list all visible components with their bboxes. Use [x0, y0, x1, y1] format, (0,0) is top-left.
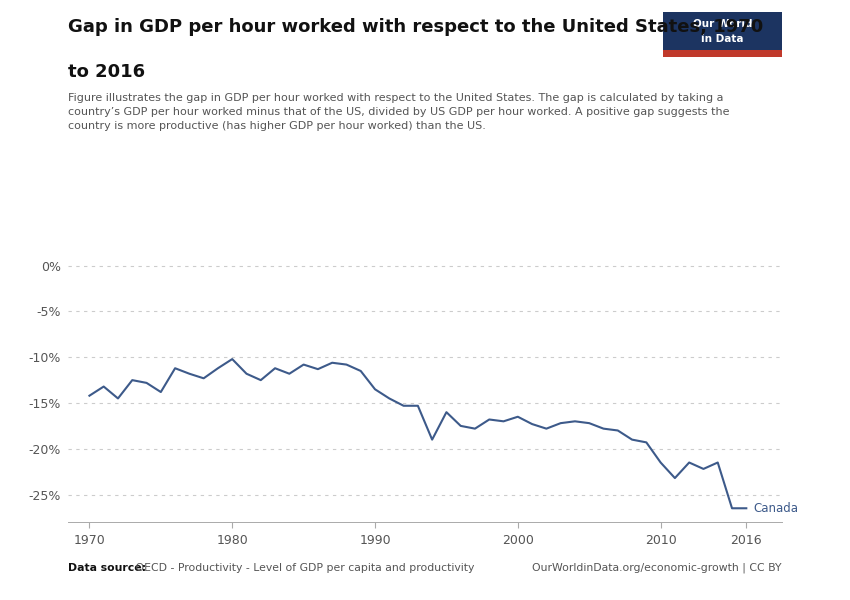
Text: in Data: in Data — [701, 34, 744, 44]
Text: OurWorldinData.org/economic-growth | CC BY: OurWorldinData.org/economic-growth | CC … — [532, 563, 782, 573]
Text: Canada: Canada — [753, 502, 798, 515]
Text: Figure illustrates the gap in GDP per hour worked with respect to the United Sta: Figure illustrates the gap in GDP per ho… — [68, 93, 729, 131]
Text: to 2016: to 2016 — [68, 63, 145, 81]
FancyBboxPatch shape — [663, 12, 782, 57]
Text: Gap in GDP per hour worked with respect to the United States, 1970: Gap in GDP per hour worked with respect … — [68, 18, 763, 36]
Text: OECD - Productivity - Level of GDP per capita and productivity: OECD - Productivity - Level of GDP per c… — [132, 563, 474, 573]
Text: Data source:: Data source: — [68, 563, 146, 573]
FancyBboxPatch shape — [663, 50, 782, 57]
Text: Our World: Our World — [693, 19, 752, 29]
